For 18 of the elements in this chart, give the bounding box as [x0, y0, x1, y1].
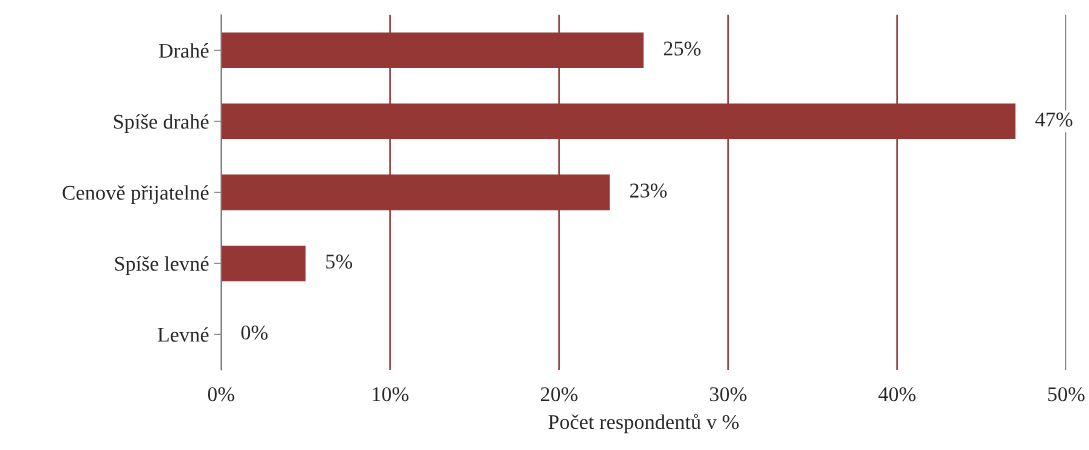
- data-label: 0%: [241, 325, 268, 340]
- y-tick-label: Spíše levné: [115, 256, 209, 276]
- data-label: 23%: [630, 183, 667, 198]
- y-tick-label: Spíše drahé: [114, 114, 209, 134]
- x-tick-label: 0%: [207, 387, 235, 402]
- x-tick-label: 40%: [878, 387, 916, 402]
- x-tick-label: 10%: [372, 387, 409, 402]
- x-tick-label: 50%: [1048, 387, 1085, 402]
- y-tick-label: Drahé: [158, 43, 209, 58]
- data-label: 25%: [663, 41, 701, 56]
- x-axis-title: Počet respondentů v %: [548, 413, 739, 434]
- x-tick-label: 30%: [710, 387, 747, 402]
- x-tick-label: 20%: [540, 387, 578, 402]
- data-label: 5%: [326, 254, 353, 269]
- data-label: 47%: [1035, 112, 1073, 127]
- y-tick-label: Levné: [157, 327, 209, 342]
- y-tick-label: Cenově přijatelné: [62, 185, 209, 205]
- bar: [221, 245, 306, 282]
